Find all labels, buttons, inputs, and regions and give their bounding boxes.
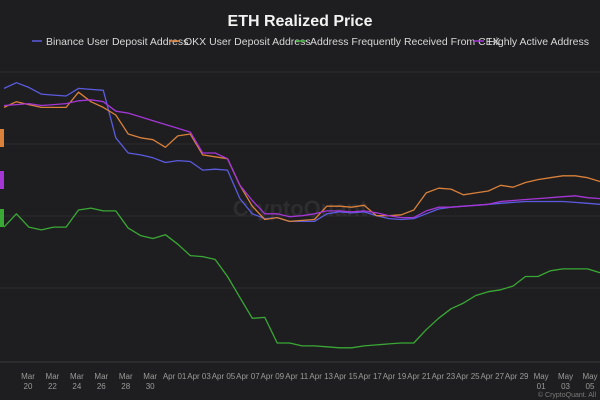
x-tick-sublabel: 22 [48, 382, 57, 391]
series-line-0 [3, 82, 600, 223]
x-tick-label: Mar [119, 372, 133, 381]
x-tick-label: May [558, 372, 573, 381]
x-tick-label: Apr 13 [309, 372, 333, 381]
x-tick-label: Apr 03 [187, 372, 211, 381]
y-marker-1 [0, 171, 4, 189]
legend-label-3[interactable]: Highly Active Address [488, 36, 589, 48]
x-tick-label: May [534, 372, 549, 381]
x-tick-label: Apr 15 [334, 372, 358, 381]
y-marker-2 [0, 209, 4, 227]
x-tick-label: Apr 21 [407, 372, 431, 381]
x-tick-sublabel: 30 [146, 382, 155, 391]
x-tick-label: Mar [21, 372, 35, 381]
x-tick-sublabel: 03 [561, 382, 570, 391]
x-tick-label: Apr 19 [383, 372, 407, 381]
x-tick-sublabel: 24 [72, 382, 81, 391]
x-tick-sublabel: 26 [97, 382, 106, 391]
credit-text: © CryptoQuant. All [538, 391, 597, 399]
series-line-1 [3, 91, 600, 223]
y-value-markers [0, 129, 4, 227]
x-tick-label: Mar [94, 372, 108, 381]
x-tick-label: Apr 05 [212, 372, 236, 381]
series-lines [3, 82, 600, 349]
x-tick-label: Apr 17 [358, 372, 382, 381]
x-tick-label: Apr 27 [480, 372, 504, 381]
x-tick-label: Apr 11 [285, 372, 309, 381]
x-tick-label: May [582, 372, 597, 381]
watermark: CryptoQuant [233, 196, 368, 221]
series-line-3 [3, 99, 600, 219]
x-tick-sublabel: 20 [24, 382, 33, 391]
x-tick-label: Apr 23 [432, 372, 456, 381]
x-tick-sublabel: 28 [121, 382, 130, 391]
x-tick-label: Apr 01 [163, 372, 187, 381]
x-tick-sublabel: 01 [537, 382, 546, 391]
chart-title: ETH Realized Price [228, 13, 373, 30]
legend-label-0[interactable]: Binance User Deposit Address [46, 36, 188, 48]
x-tick-label: Apr 25 [456, 372, 480, 381]
series-line-2 [3, 207, 600, 349]
x-tick-label: Mar [143, 372, 157, 381]
x-tick-sublabel: 05 [586, 382, 595, 391]
x-tick-label: Apr 29 [505, 372, 529, 381]
y-marker-0 [0, 129, 4, 147]
x-tick-label: Mar [46, 372, 60, 381]
x-tick-label: Apr 07 [236, 372, 260, 381]
legend-label-2[interactable]: Address Frequently Received From CEX [310, 36, 500, 48]
legend-label-1[interactable]: OKX User Deposit Address [184, 36, 311, 48]
x-tick-label: Apr 09 [261, 372, 285, 381]
x-tick-label: Mar [70, 372, 84, 381]
